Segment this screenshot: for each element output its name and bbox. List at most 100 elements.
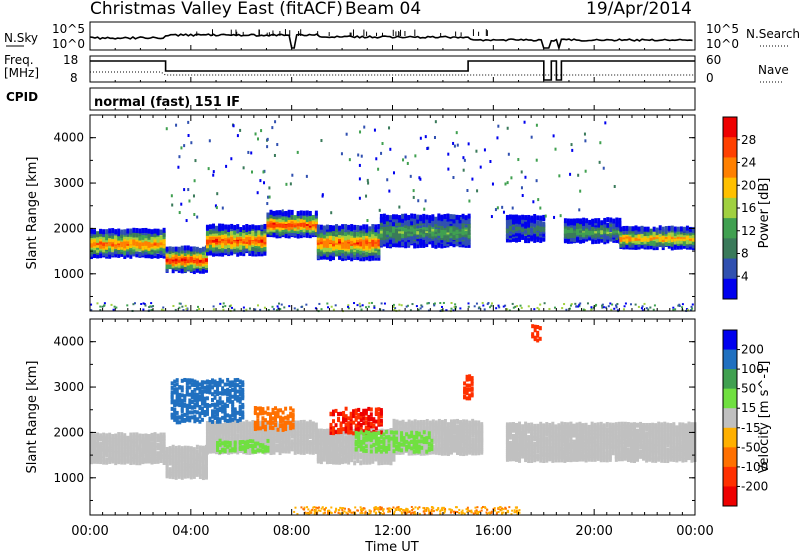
power-cell <box>449 218 453 224</box>
power-cell <box>362 256 366 262</box>
power-cell <box>464 215 468 221</box>
power-speckle <box>411 303 414 306</box>
power-cell <box>215 231 219 237</box>
power-cell <box>183 247 187 253</box>
power-cell <box>388 227 392 233</box>
velocity-cell <box>456 435 460 441</box>
velocity-cell <box>449 422 453 428</box>
velocity-cell <box>111 437 115 443</box>
power-cell <box>186 252 190 258</box>
velocity-cell <box>314 422 318 428</box>
power-cell <box>266 222 270 228</box>
velocity-cell <box>192 462 196 468</box>
velocity-cell <box>511 444 515 450</box>
velocity-cell <box>392 421 396 427</box>
velocity-cell <box>456 448 460 454</box>
power-cell <box>319 231 323 237</box>
velocity-cell <box>224 420 228 426</box>
power-cell <box>266 227 270 233</box>
velocity-cell <box>389 460 393 466</box>
power-speckle <box>460 217 463 221</box>
power-cell <box>603 232 607 238</box>
power-cell <box>257 234 261 240</box>
power-speckle <box>577 305 580 308</box>
power-cell <box>533 227 537 233</box>
velocity-cell <box>156 442 160 448</box>
power-cell <box>446 221 450 227</box>
power-speckle <box>420 304 423 307</box>
power-speckle <box>216 192 219 196</box>
power-speckle <box>140 303 143 306</box>
power-speckle <box>649 306 652 309</box>
power-cell <box>401 228 405 234</box>
velocity-cell <box>180 472 184 478</box>
velocity-cell <box>135 460 139 466</box>
power-cell <box>198 247 202 253</box>
power-cell <box>461 213 465 219</box>
velocity-cell <box>296 428 300 434</box>
power-cell <box>685 225 689 231</box>
power-cell <box>218 226 222 232</box>
power-speckle <box>641 305 644 308</box>
power-speckle <box>404 155 407 159</box>
power-cell <box>505 218 509 224</box>
velocity-cell <box>162 459 166 465</box>
power-cell <box>159 245 163 251</box>
velocity-cell <box>221 429 225 435</box>
power-cell <box>615 222 619 228</box>
power-cell <box>248 243 252 249</box>
velocity-cell <box>287 443 291 449</box>
velocity-cell <box>296 420 300 426</box>
power-cell <box>563 218 567 224</box>
velocity-cell <box>551 449 555 455</box>
velocity-cell <box>477 440 481 446</box>
power-cell <box>192 246 196 252</box>
power-cell <box>628 234 632 240</box>
velocity-cell <box>319 428 323 434</box>
power-speckle <box>180 202 183 206</box>
velocity-cell <box>325 439 329 445</box>
power-speckle <box>260 129 263 133</box>
power-cell <box>691 236 695 242</box>
power-speckle <box>453 305 456 308</box>
power-speckle <box>267 195 270 199</box>
power-cell <box>174 252 178 258</box>
power-cell <box>609 224 613 230</box>
power-speckle <box>538 308 541 311</box>
velocity-cell <box>171 455 175 461</box>
velocity-cell <box>368 457 372 463</box>
velocity-cell <box>459 448 463 454</box>
nsky-strip: N.Sky 10^5 10^0 10^5 10^0 N.Search <box>4 21 800 51</box>
power-cell <box>132 251 136 257</box>
power-speckle <box>96 302 99 305</box>
power-speckle <box>552 134 555 138</box>
power-cell <box>174 246 178 252</box>
power-cell <box>114 243 118 249</box>
power-speckle <box>366 219 369 223</box>
power-cell <box>236 241 240 247</box>
power-speckle <box>305 174 308 178</box>
power-cell <box>600 224 604 230</box>
power-cell <box>572 237 576 243</box>
power-cell <box>156 228 160 234</box>
velocity-cell <box>353 435 357 441</box>
power-cell <box>539 219 543 225</box>
velocity-cell <box>132 432 136 438</box>
power-cell <box>527 225 531 231</box>
power-speckle <box>508 309 511 312</box>
power-cell <box>649 228 653 234</box>
power-cell <box>461 221 465 227</box>
velocity-cell <box>407 450 411 456</box>
power-speckle <box>185 219 188 223</box>
velocity-cell <box>311 435 315 441</box>
power-speckle <box>196 215 199 219</box>
power-cell <box>670 237 674 243</box>
power-cell <box>138 231 142 237</box>
power-cell <box>579 218 583 224</box>
power-cell <box>382 230 386 236</box>
power-speckle <box>90 303 93 306</box>
power-speckle <box>181 305 184 308</box>
power-speckle <box>645 307 648 310</box>
power-speckle <box>602 166 605 170</box>
